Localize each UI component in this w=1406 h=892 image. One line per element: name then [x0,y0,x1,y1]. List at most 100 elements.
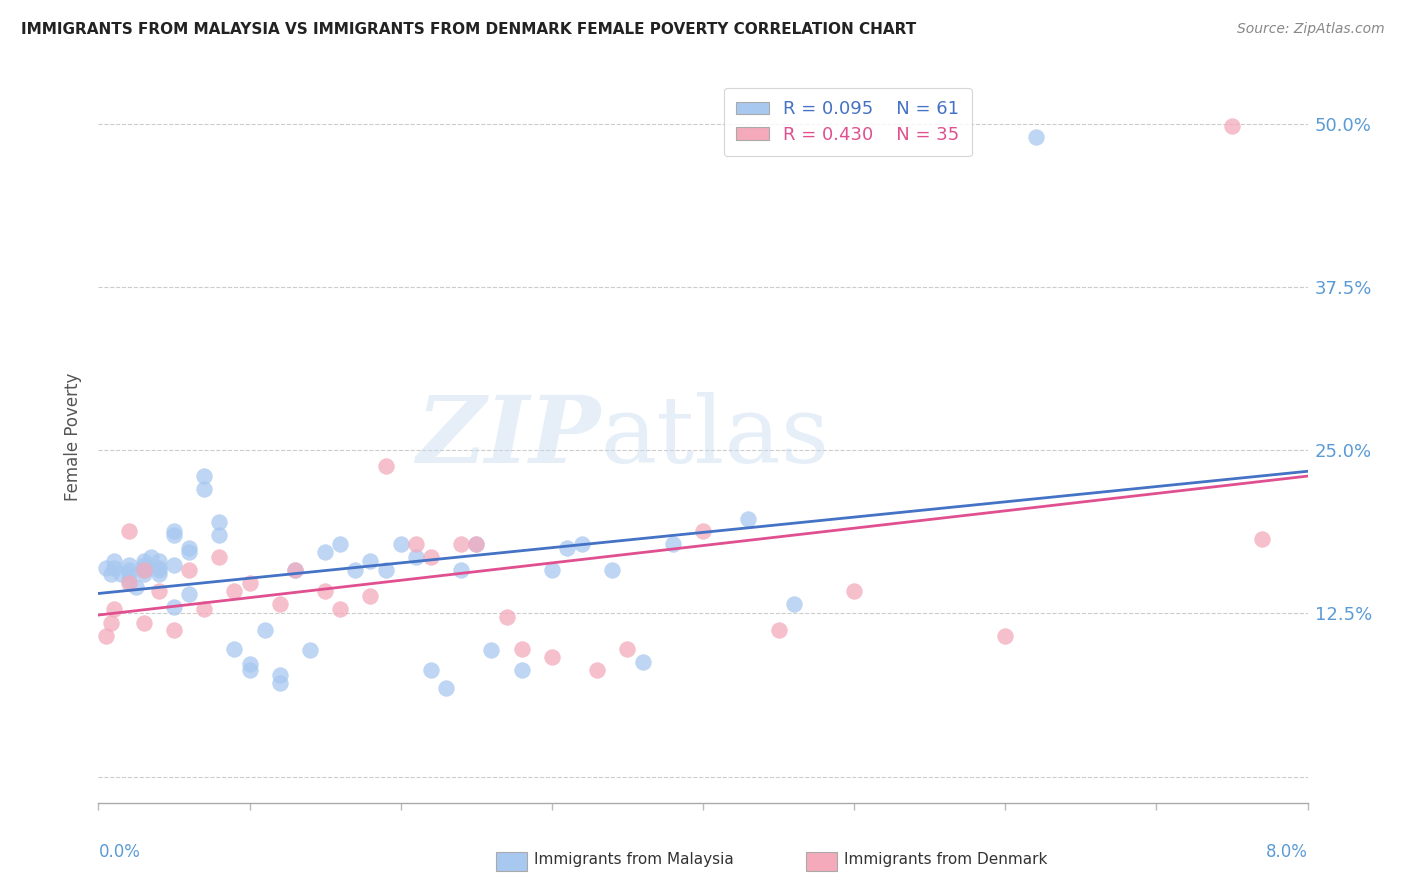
Point [420,663,443,677]
Text: ZIP: ZIP [416,392,600,482]
Point [662,537,685,551]
Point [541,563,564,577]
Point [132,563,155,577]
Point [179,563,201,577]
Point [465,537,488,551]
Point [118,567,141,582]
Point [179,545,201,559]
Text: atlas: atlas [600,392,830,482]
Point [118,574,141,588]
Point [586,663,609,677]
Point [118,563,141,577]
Point [239,657,262,672]
Point [405,537,427,551]
Point [344,563,367,577]
Point [269,675,291,690]
Point [616,641,638,656]
Point [284,563,307,577]
Point [118,576,141,591]
Point [269,597,291,611]
Point [360,554,382,568]
Point [555,541,578,555]
Text: 0.0%: 0.0% [98,843,141,861]
Point [193,483,215,497]
Point [163,528,186,542]
Point [208,550,231,565]
Point [179,541,201,555]
Point [148,560,170,574]
Point [631,655,654,669]
Point [193,602,215,616]
Point [314,545,336,559]
Text: 8.0%: 8.0% [1265,843,1308,861]
Point [420,550,443,565]
Point [132,563,155,577]
Point [118,558,141,573]
Point [994,629,1017,643]
Point [374,563,396,577]
Point [360,590,382,604]
Point [163,624,186,638]
Point [148,567,170,582]
Y-axis label: Female Poverty: Female Poverty [65,373,83,501]
Point [465,537,488,551]
Point [253,624,276,638]
Point [269,667,291,681]
Point [329,602,352,616]
Point [783,597,806,611]
Point [602,563,624,577]
Point [94,629,117,643]
Point [141,550,163,565]
Text: Immigrants from Denmark: Immigrants from Denmark [844,853,1047,867]
Point [510,663,533,677]
Point [179,587,201,601]
Point [148,563,170,577]
Point [1251,532,1274,546]
Point [239,576,262,591]
Point [132,554,155,568]
Point [239,663,262,677]
Point [1220,120,1243,134]
Point [132,567,155,582]
Point [224,584,246,599]
Point [163,558,186,573]
Point [208,515,231,529]
Point [100,567,122,582]
Point [329,537,352,551]
Text: Source: ZipAtlas.com: Source: ZipAtlas.com [1237,22,1385,37]
Point [541,649,564,664]
Legend: R = 0.095    N = 61, R = 0.430    N = 35: R = 0.095 N = 61, R = 0.430 N = 35 [724,87,972,156]
Point [571,537,593,551]
Point [434,681,457,695]
Point [224,641,246,656]
Point [510,641,533,656]
Point [314,584,336,599]
Point [737,512,759,526]
Point [844,584,866,599]
Point [405,550,427,565]
Point [132,615,155,630]
Point [163,524,186,538]
Point [193,469,215,483]
Point [110,567,132,582]
Point [768,624,790,638]
Point [118,524,141,538]
Text: IMMIGRANTS FROM MALAYSIA VS IMMIGRANTS FROM DENMARK FEMALE POVERTY CORRELATION C: IMMIGRANTS FROM MALAYSIA VS IMMIGRANTS F… [21,22,917,37]
Text: Immigrants from Malaysia: Immigrants from Malaysia [534,853,734,867]
Point [132,560,155,574]
Point [299,643,322,657]
Point [208,528,231,542]
Point [94,560,117,574]
Point [100,615,122,630]
Point [148,554,170,568]
Point [125,580,148,594]
Point [103,560,125,574]
Point [103,554,125,568]
Point [450,537,472,551]
Point [103,602,125,616]
Point [1025,129,1047,144]
Point [148,584,170,599]
Point [495,610,517,624]
Point [163,599,186,614]
Point [481,643,503,657]
